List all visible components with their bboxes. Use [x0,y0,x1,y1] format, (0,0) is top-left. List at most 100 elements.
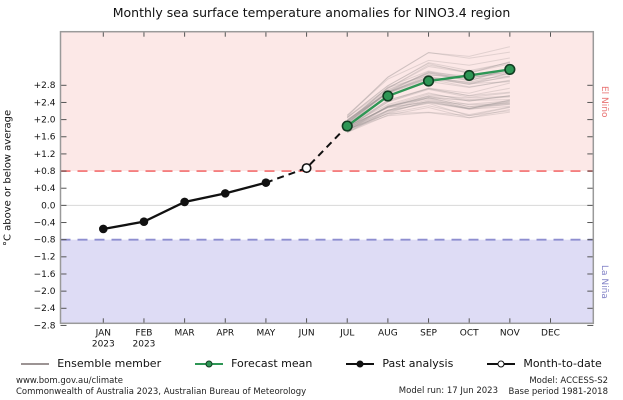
ensemble-line [347,107,510,133]
past-analysis-point [220,189,230,198]
x-tick-label: FEB [135,328,152,338]
past-analysis-point [180,197,189,207]
x-tick-label: NOV [500,328,521,338]
ensemble-line [347,95,510,128]
forecast-mean-point [341,120,353,132]
past-analysis-point [99,224,108,234]
x-tick-sublabel: 2023 [92,339,115,349]
y-tick-label: +2.8 [34,81,56,91]
el-nino-band [60,31,594,172]
ensemble-line [346,95,510,132]
ensemble-line [346,61,510,118]
ensemble-line [346,87,510,129]
ensemble-line [346,70,510,122]
footer-model: Model: ACCESS-S2 [529,376,608,386]
ensemble-line [346,74,510,122]
legend-label-ensemble: Ensemble member [57,357,162,370]
forecast-line-swatch [195,359,224,369]
y-axis-label: °C above or below average [2,109,14,247]
legend-item-past: Past analysis [346,357,453,370]
y-tick-label: −0.4 [34,218,56,228]
past-analysis-point [139,217,149,226]
y-tick-label: 0.0 [41,201,56,211]
y-tick-label: +2.4 [34,98,56,108]
y-tick-label: −2.8 [34,321,56,331]
y-tick-label: −2.0 [34,287,56,297]
ensemble-line [347,110,510,130]
ensemble-line [346,51,510,118]
y-tick-label: +1.2 [34,150,56,160]
legend-label-past: Past analysis [382,357,454,370]
forecast-mean-point [504,63,516,76]
y-tick-label: −1.6 [34,270,56,280]
plot-border [59,30,595,325]
ensemble-line [347,100,510,133]
el-nino-label: El Niño [599,85,609,118]
x-tick-label: SEP [420,328,437,338]
legend-item-mtd: Month-to-date [487,357,602,370]
la-nina-band [60,239,594,324]
ensemble-line [346,63,510,119]
ensemble-line [346,82,510,127]
month-to-date-swatch [487,359,516,369]
ensemble-line [347,96,510,131]
ensemble-line [346,88,510,128]
past-line-swatch [346,359,375,369]
ensemble-line [346,97,510,130]
plot-svg: +2.8 +2.4 +2.0 +1.6 +1.2 +0.8 +0.4 0.0 −0.4 −0.8 −… [34,30,595,349]
footer-left: www.bom.gov.au/climate Commonwealth of A… [16,376,306,397]
ensemble-line-swatch [21,359,50,369]
ensemble-line [346,46,510,116]
ensemble-line [346,73,510,122]
ensemble-line [347,101,510,132]
ensemble-line [346,57,510,116]
month-to-date-connector [265,125,348,184]
forecast-mean-point [422,75,435,87]
x-tick-label: JUL [339,328,354,338]
footer-model-run: Model run: 17 Jun 2023 [398,386,498,396]
ensemble-line [346,97,510,130]
y-tick-label: +0.8 [34,167,56,177]
x-tick-label: MAY [257,328,276,338]
ensemble-line [346,61,510,121]
footer-copyright: Commonwealth of Australia 2023, Australi… [16,386,307,397]
chart-title: Monthly sea surface temperature anomalie… [112,5,511,20]
footer-right: Model: ACCESS-S2 Base period 1981-2018 [508,376,608,397]
ensemble-line [347,111,510,131]
legend-label-forecast: Forecast mean [231,357,313,370]
ensemble-line [347,100,510,127]
legend-item-forecast: Forecast mean [195,357,312,370]
y-tick-label: +0.4 [34,184,56,194]
month-to-date-point [301,163,312,174]
y-tick-label: −1.2 [34,253,56,263]
x-tick-label: APR [216,328,234,338]
ensemble-line [346,98,510,129]
y-tick-label: −2.4 [34,304,56,314]
ensemble-line [346,68,510,123]
x-tick-sublabel: 2023 [133,339,156,349]
footer-site: www.bom.gov.au/climate [16,376,123,386]
x-tick-label: OCT [460,328,479,338]
x-tick-label: JUN [298,328,315,338]
legend-label-mtd: Month-to-date [523,357,602,370]
ensemble-line [346,62,510,119]
ensemble-line [346,88,510,129]
x-tick-label: DEC [541,328,560,338]
ensemble-line [346,70,510,124]
ensemble-line [346,71,510,124]
x-tick-label: AUG [378,328,398,338]
ensemble-line [346,93,510,130]
footer-base-period: Base period 1981-2018 [508,386,608,397]
ensemble-line [347,99,510,131]
forecast-mean-point [463,69,475,82]
legend: Ensemble member Forecast mean Past analy… [0,357,623,370]
ensemble-line [347,102,510,129]
la-nina-label: La Niña [599,265,609,299]
ensemble-line [347,94,510,128]
y-tick-label: +2.0 [34,115,56,125]
x-tick-label: MAR [175,328,195,338]
y-tick-label: +1.6 [34,133,56,143]
legend-item-ensemble: Ensemble member [21,357,161,370]
forecast-mean-point [382,90,394,102]
